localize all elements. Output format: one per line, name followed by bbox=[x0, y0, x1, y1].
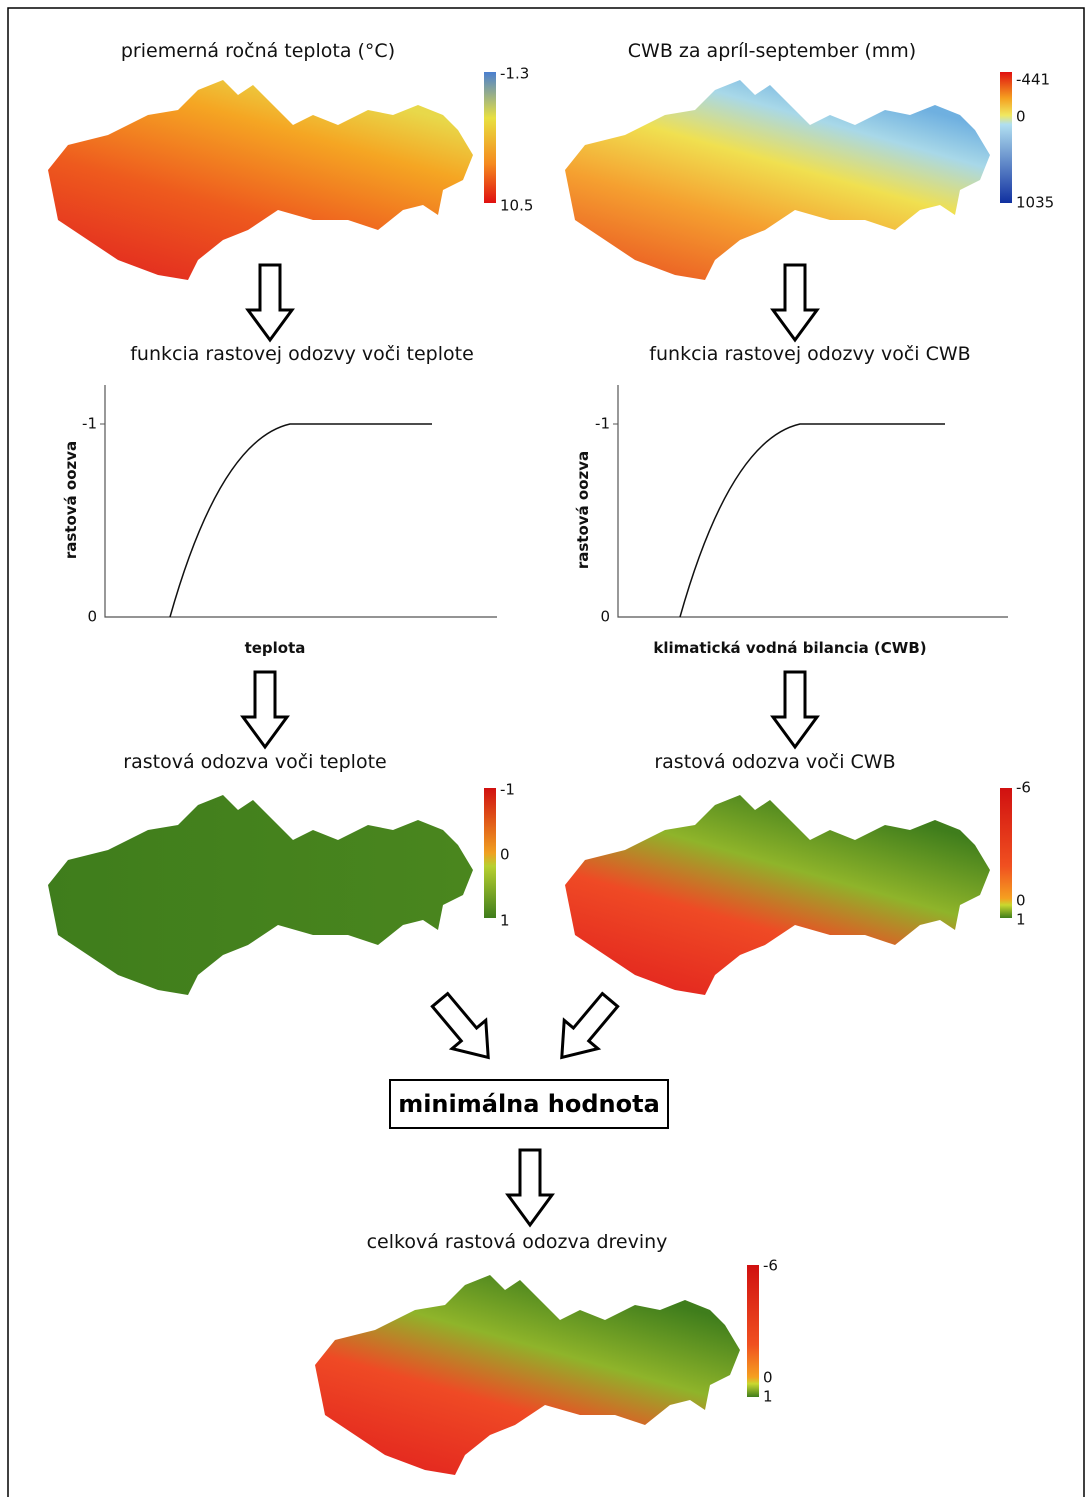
response-curve bbox=[680, 424, 945, 617]
map bbox=[315, 1275, 740, 1475]
map-title: priemerná ročná teplota (°C) bbox=[121, 40, 395, 62]
arrow bbox=[508, 1150, 552, 1225]
axes bbox=[105, 385, 497, 617]
arrow bbox=[423, 986, 505, 1072]
colorbar bbox=[1000, 788, 1012, 918]
legend-label: 0 bbox=[1016, 892, 1026, 910]
legend-label: 0 bbox=[1016, 108, 1026, 126]
legend-label: 1 bbox=[1016, 911, 1026, 929]
legend-label: 0 bbox=[500, 846, 510, 864]
y-tick-label: 0 bbox=[87, 608, 97, 626]
y-tick-label: 0 bbox=[600, 608, 610, 626]
map-title: celková rastová odozva dreviny bbox=[367, 1231, 668, 1253]
legend-label: 1 bbox=[763, 1388, 773, 1406]
arrow bbox=[545, 986, 627, 1072]
legend-label: 10.5 bbox=[500, 197, 533, 215]
map bbox=[565, 80, 990, 280]
map-title: CWB za apríl-september (mm) bbox=[628, 40, 916, 62]
legend-label: -6 bbox=[1016, 779, 1031, 797]
axes bbox=[618, 385, 1008, 617]
arrow bbox=[773, 265, 817, 340]
x-axis-label: teplota bbox=[245, 639, 306, 657]
function-title: funkcia rastovej odozvy voči CWB bbox=[649, 343, 970, 365]
x-axis-label: klimatická vodná bilancia (CWB) bbox=[653, 639, 926, 657]
legend-label: -1.3 bbox=[500, 65, 529, 83]
y-tick-label: -1 bbox=[82, 415, 97, 433]
legend-label: -441 bbox=[1016, 71, 1050, 89]
y-axis-label: rastová oozva bbox=[62, 441, 80, 559]
combine-label: minimálna hodnota bbox=[398, 1090, 660, 1118]
map bbox=[48, 795, 473, 995]
arrow bbox=[773, 672, 817, 747]
legend-label: 1035 bbox=[1016, 194, 1054, 212]
y-axis-label: rastová oozva bbox=[574, 451, 592, 569]
map bbox=[48, 80, 473, 280]
colorbar bbox=[1000, 72, 1012, 203]
y-tick-label: -1 bbox=[595, 415, 610, 433]
colorbar bbox=[484, 72, 496, 203]
arrow bbox=[248, 265, 292, 340]
figure: priemerná ročná teplota (°C) -1.3 10.5 C… bbox=[0, 0, 1091, 1497]
map-title: rastová odozva voči CWB bbox=[654, 751, 895, 773]
colorbar bbox=[484, 788, 496, 918]
arrow bbox=[243, 672, 287, 747]
response-curve bbox=[170, 424, 432, 617]
map bbox=[565, 795, 990, 995]
legend-label: -1 bbox=[500, 781, 515, 799]
legend-label: 1 bbox=[500, 912, 510, 930]
colorbar bbox=[747, 1265, 759, 1397]
legend-label: -6 bbox=[763, 1257, 778, 1275]
map-title: rastová odozva voči teplote bbox=[123, 751, 386, 773]
function-title: funkcia rastovej odozvy voči teplote bbox=[130, 343, 474, 365]
legend-label: 0 bbox=[763, 1369, 773, 1387]
